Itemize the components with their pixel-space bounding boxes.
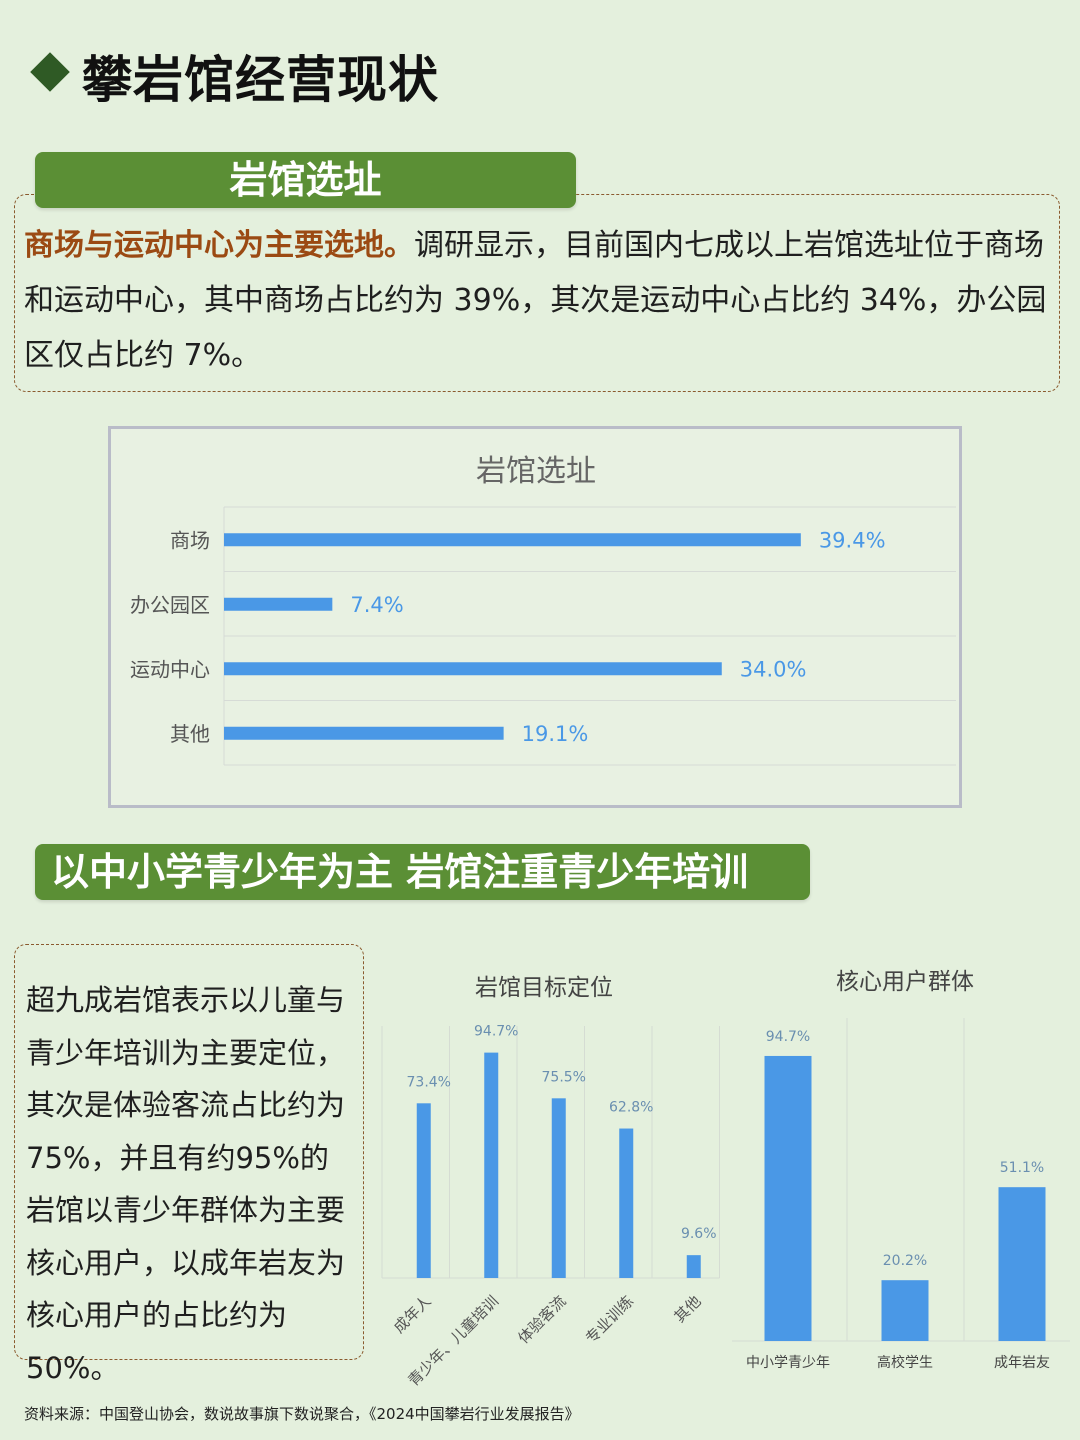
source-note: 资料来源：中国登山协会，数说故事旗下数说聚合，《2024中国攀岩行业发展报告》: [24, 1405, 580, 1423]
section-label-users: 以中小学青少年为主 岩馆注重青少年培训: [35, 844, 810, 900]
bar: [551, 1098, 566, 1278]
data-label: 19.1%: [522, 722, 589, 746]
bar: [224, 662, 722, 676]
bar: [764, 1055, 812, 1341]
page-title: 攀岩馆经营现状: [82, 51, 439, 109]
data-label: 62.8%: [609, 1100, 653, 1116]
core-users-chart: 核心用户群体 94.7% 中小学青少年 20.2% 高校学生 51.1% 成年岩友: [732, 969, 1070, 1371]
data-label: 9.6%: [681, 1226, 717, 1242]
data-label: 51.1%: [1000, 1160, 1044, 1176]
category-label: 商场: [170, 528, 210, 552]
users-text-box: [14, 944, 364, 1360]
data-label: 39.4%: [819, 528, 886, 552]
bar: [686, 1255, 701, 1278]
bar: [619, 1128, 634, 1278]
chart-title: 核心用户群体: [836, 969, 974, 995]
bar: [416, 1103, 431, 1278]
category-label: 体验客流: [514, 1292, 569, 1347]
category-label: 运动中心: [130, 657, 210, 681]
bar: [224, 533, 801, 547]
chart-title: 岩馆目标定位: [475, 975, 613, 1001]
data-label: 94.7%: [474, 1024, 518, 1040]
location-chart-frame: 岩馆选址商场 39.4% 办公园区 7.4% 运动中心 34.0% 其他 19.1%: [108, 426, 962, 808]
users-paragraph: 超九成岩馆表示以儿童与青少年培训为主要定位，其次是体验客流占比约为75%，并且有…: [26, 983, 346, 1385]
intro-highlight: 商场与运动中心为主要选地。: [24, 228, 414, 263]
bar: [998, 1187, 1046, 1341]
category-label: 中小学青少年: [746, 1355, 830, 1371]
data-label: 75.5%: [542, 1069, 586, 1085]
data-label: 7.4%: [350, 593, 403, 617]
intro-paragraph: 商场与运动中心为主要选地。调研显示，目前国内七成以上岩馆选址位于商场和运动中心，…: [24, 218, 1054, 383]
data-label: 73.4%: [407, 1074, 451, 1090]
category-label: 成年人: [390, 1292, 435, 1337]
category-label: 专业训练: [582, 1292, 637, 1347]
category-label: 其他: [671, 1292, 705, 1326]
data-label: 34.0%: [740, 657, 807, 681]
data-label: 94.7%: [766, 1029, 810, 1045]
category-label: 其他: [170, 722, 210, 746]
bar: [224, 726, 504, 740]
intro-body: 调研显示，目前国内七成以上岩馆选址位于商场和运动中心，其中商场占比约为 39%，…: [24, 228, 1047, 373]
section-label-location: 岩馆选址: [35, 152, 576, 208]
bar: [484, 1052, 499, 1278]
category-label: 成年岩友: [994, 1355, 1050, 1371]
bar: [224, 597, 333, 611]
title-diamond-icon: [30, 52, 70, 92]
data-label: 20.2%: [883, 1253, 927, 1269]
chart-title: 岩馆选址: [476, 454, 596, 489]
category-label: 高校学生: [877, 1354, 933, 1371]
category-label: 办公园区: [130, 593, 210, 617]
target-position-chart: 岩馆目标定位73.4%成年人94.7%青少年、儿童培训75.5%体验客流62.8…: [381, 975, 720, 1390]
bar: [881, 1280, 929, 1341]
